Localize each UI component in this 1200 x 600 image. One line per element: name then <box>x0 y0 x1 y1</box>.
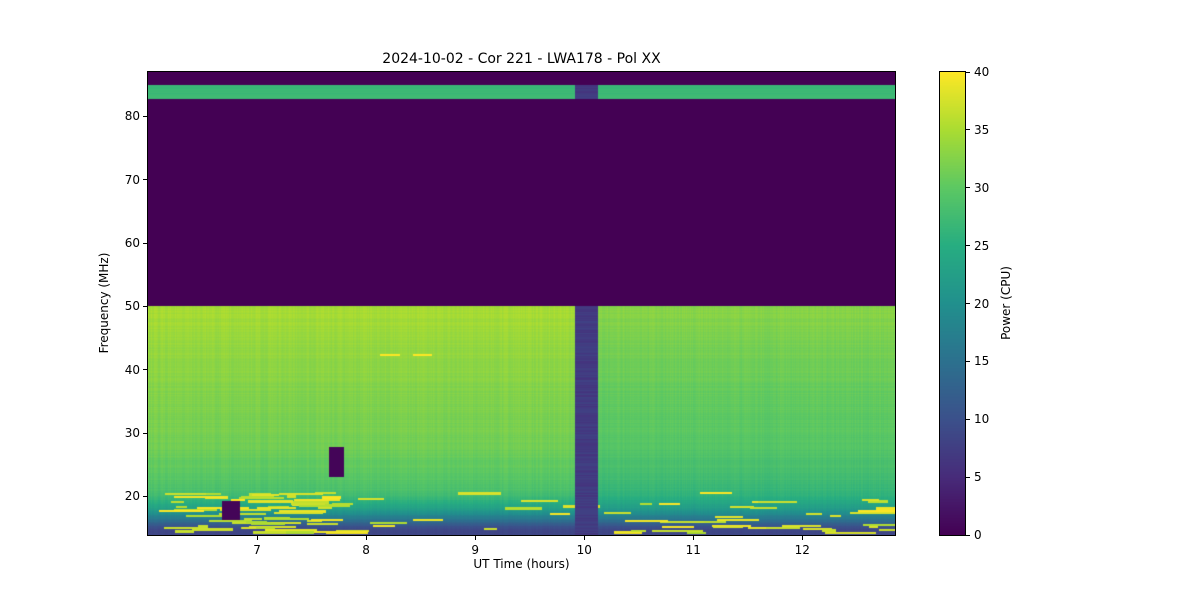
chart-title: 2024-10-02 - Cor 221 - LWA178 - Pol XX <box>382 51 661 67</box>
x-tick-label: 8 <box>362 543 370 557</box>
colorbar-tick-mark <box>966 245 970 247</box>
x-tick-label: 12 <box>794 543 810 557</box>
x-tick-label: 10 <box>576 543 592 557</box>
colorbar-tick-label: 5 <box>974 470 982 485</box>
x-tick-mark <box>583 536 585 540</box>
colorbar-tick-label: 25 <box>974 238 990 253</box>
x-tick-mark <box>365 536 367 540</box>
colorbar-tick-label: 0 <box>974 528 982 542</box>
y-tick-mark <box>143 432 147 434</box>
x-tick-mark <box>474 536 476 540</box>
colorbar-tick-mark <box>966 534 970 536</box>
colorbar-tick-mark <box>966 303 970 304</box>
x-tick-mark <box>692 536 694 540</box>
heatmap-canvas <box>148 72 895 535</box>
x-tick-mark <box>801 536 803 540</box>
colorbar-tick-mark <box>966 360 970 362</box>
colorbar-tick-label: 35 <box>974 122 990 137</box>
x-tick-label: 7 <box>253 543 261 557</box>
colorbar-tick-label: 10 <box>974 412 990 427</box>
x-tick-label: 9 <box>471 543 479 557</box>
y-tick-mark <box>143 242 147 244</box>
y-tick-label: 80 <box>124 109 140 124</box>
colorbar-tick-label: 20 <box>974 296 990 311</box>
y-tick-label: 40 <box>124 362 140 377</box>
x-axis-label: UT Time (hours) <box>473 557 570 571</box>
y-tick-mark <box>143 179 147 181</box>
colorbar-tick-mark <box>966 129 970 131</box>
x-tick-mark <box>256 536 258 540</box>
y-tick-label: 50 <box>124 299 140 314</box>
y-tick-label: 70 <box>124 172 140 187</box>
colorbar <box>939 71 966 536</box>
colorbar-canvas <box>940 72 965 535</box>
y-tick-label: 20 <box>124 489 140 504</box>
y-tick-mark <box>143 369 147 371</box>
colorbar-tick-label: 40 <box>974 65 990 79</box>
colorbar-tick-mark <box>966 71 970 73</box>
x-tick-label: 11 <box>685 543 701 557</box>
colorbar-tick-mark <box>966 187 970 189</box>
y-tick-mark <box>143 115 147 117</box>
y-tick-mark <box>143 305 147 307</box>
colorbar-tick-mark <box>966 418 970 420</box>
y-tick-label: 30 <box>124 426 140 441</box>
colorbar-tick-mark <box>966 476 970 478</box>
colorbar-tick-label: 15 <box>974 354 990 369</box>
y-tick-label: 60 <box>124 236 140 250</box>
colorbar-tick-label: 30 <box>974 180 990 195</box>
y-tick-mark <box>143 495 147 497</box>
heatmap-plot-area <box>147 71 896 536</box>
